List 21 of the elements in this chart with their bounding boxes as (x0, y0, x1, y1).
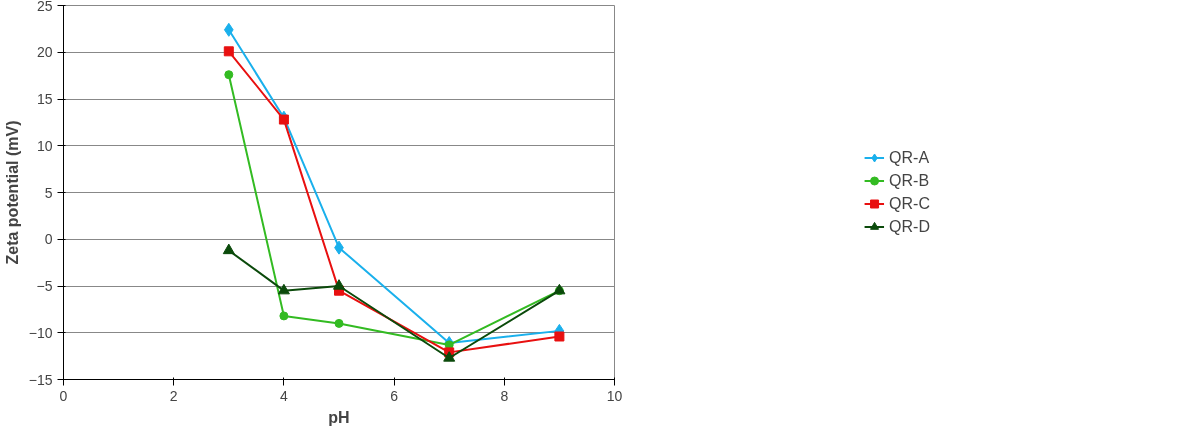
y-tick-label: 0 (44, 231, 53, 248)
x-tick-label: 10 (606, 387, 623, 404)
y-tick-label: 25 (36, 0, 53, 14)
x-tick-label: 2 (169, 387, 178, 404)
x-tick-label: 6 (390, 387, 399, 404)
x-tick-label: 4 (280, 387, 289, 404)
y-tick-label: −10 (28, 324, 53, 341)
legend-label: QR-B (889, 171, 930, 190)
y-tick-label: 15 (36, 91, 53, 107)
legend-label: QR-A (889, 148, 930, 167)
x-axis-title: pH (328, 408, 350, 426)
y-tick-label: 5 (44, 184, 53, 201)
y-axis-title: Zeta potential (mV) (3, 120, 21, 265)
x-tick-label: 8 (500, 387, 509, 404)
legend-label: QR-C (889, 194, 930, 213)
legend-label: QR-D (889, 217, 930, 236)
x-tick-label: 0 (59, 387, 68, 404)
y-tick-label: 20 (36, 44, 53, 61)
y-tick-label: −15 (28, 371, 53, 388)
y-tick-label: 10 (36, 137, 53, 154)
y-tick-label: −5 (36, 278, 53, 294)
